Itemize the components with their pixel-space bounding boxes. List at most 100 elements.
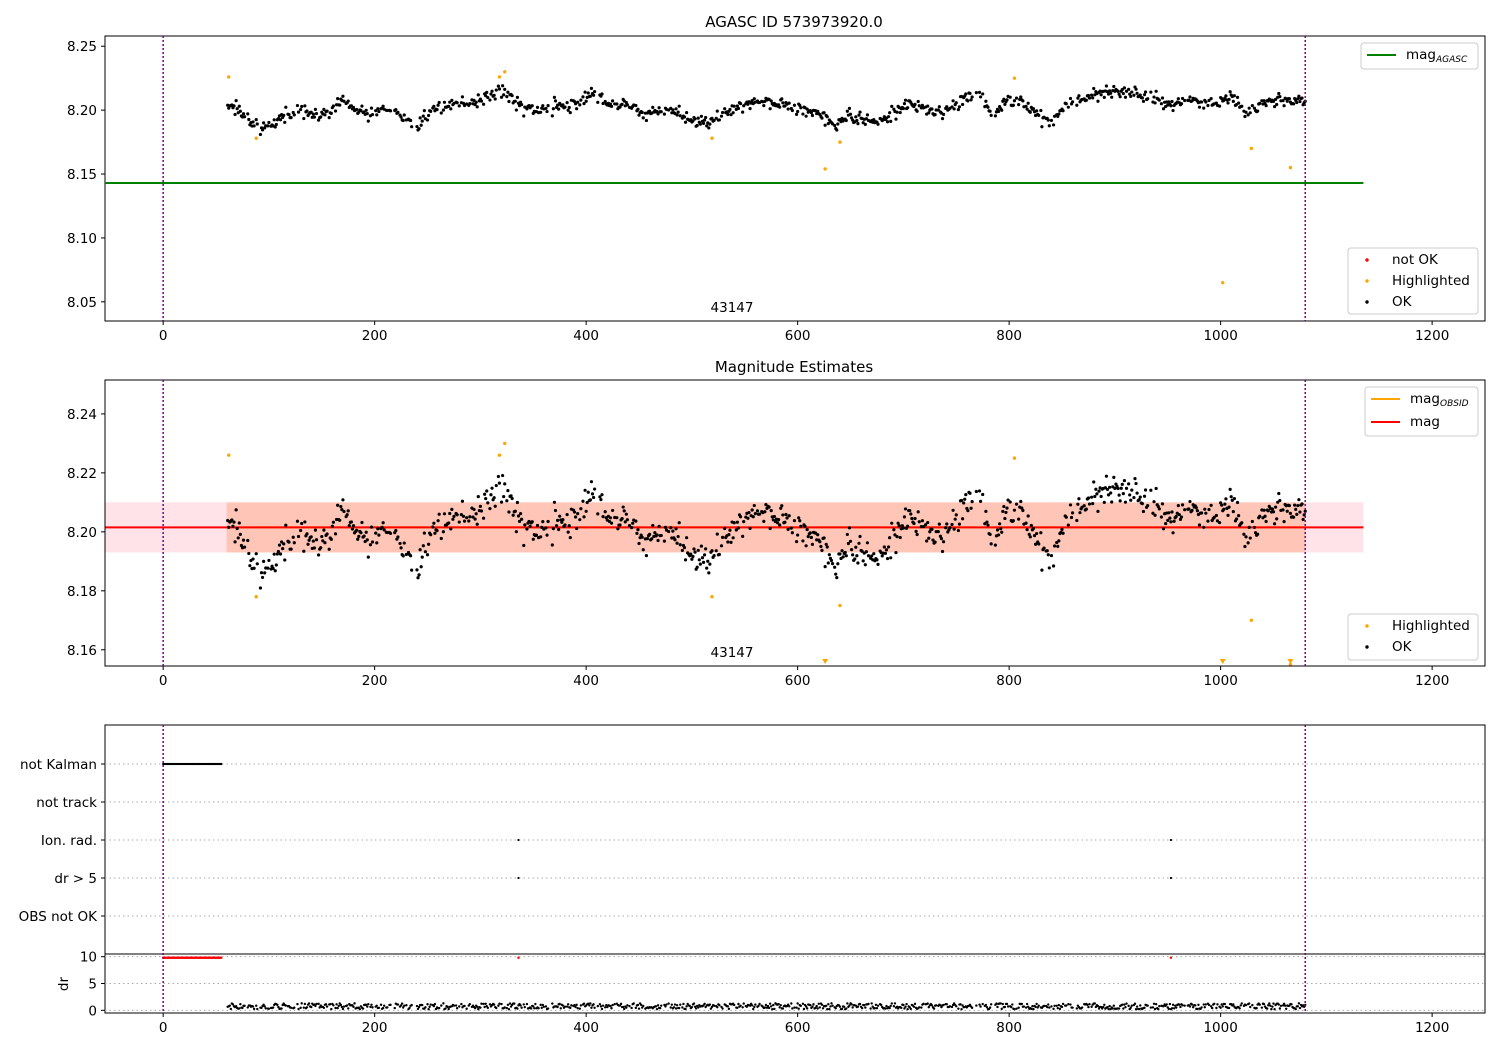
ok-point [525, 527, 529, 531]
ok-point [283, 558, 287, 562]
ok-point [578, 103, 582, 107]
ok-point [420, 555, 424, 559]
dr-point [1103, 1003, 1106, 1006]
legend1-highlighted: Highlighted [1392, 273, 1470, 289]
ok-point [234, 99, 238, 103]
ok-point [507, 99, 511, 104]
ok-point [609, 521, 614, 525]
ok-point [598, 495, 602, 499]
ok-point [678, 543, 682, 547]
dr-point [500, 1002, 503, 1006]
ok-point [1096, 509, 1100, 513]
ok-point [1215, 519, 1220, 523]
dr-point [939, 1004, 942, 1007]
ok-point [1252, 525, 1257, 530]
dr-point [1138, 1007, 1141, 1011]
ok-point [1174, 514, 1178, 518]
ok-point [539, 535, 543, 539]
ok-point [1116, 89, 1120, 93]
ok-point [272, 552, 276, 556]
ok-point [246, 112, 250, 116]
ok-point [309, 535, 313, 539]
dr-point [509, 1005, 513, 1008]
dr-point [1071, 1006, 1074, 1009]
ok-point [1039, 108, 1043, 113]
ok-point [1166, 518, 1170, 522]
dr-point [802, 1007, 806, 1011]
ok-point [1057, 539, 1061, 543]
ok-point [851, 118, 855, 122]
dr-point [339, 1003, 343, 1007]
ok-point [787, 514, 791, 518]
ok-point [302, 549, 306, 553]
ok-point [589, 480, 594, 484]
dr-point [1022, 1005, 1026, 1008]
dr-point [1216, 1003, 1219, 1006]
ok-point [1014, 96, 1019, 100]
ok-point [1277, 491, 1281, 496]
y-tick-label: 10 [80, 950, 97, 966]
ok-point [311, 112, 315, 116]
ok-point [977, 90, 982, 94]
ok-point [1152, 500, 1156, 504]
dr-point [1290, 1003, 1293, 1006]
ok-point [671, 529, 675, 533]
ok-point [429, 109, 433, 113]
x-tick-label: 1200 [1415, 328, 1449, 344]
dr-point [601, 1004, 605, 1007]
ok-point [1247, 106, 1251, 110]
ok-point [775, 521, 780, 525]
ok-point [998, 522, 1002, 526]
ok-point [242, 115, 247, 119]
ok-point [1154, 89, 1158, 93]
ok-point [474, 512, 478, 516]
dr-point [771, 1008, 774, 1011]
ok-point [341, 498, 345, 502]
ok-point [553, 508, 558, 513]
ok-point [696, 548, 700, 552]
dr-point [754, 1003, 757, 1006]
ok-point [1146, 504, 1150, 508]
ok-point [894, 117, 898, 121]
ok-point [786, 527, 790, 531]
ok-point [305, 109, 309, 113]
flag-point [1169, 876, 1173, 880]
svg-text:magAGASC: magAGASC [1406, 47, 1468, 65]
dr-point [1096, 1004, 1100, 1008]
ok-point [1006, 498, 1010, 502]
ok-point [989, 542, 993, 546]
ok-point [1122, 478, 1127, 483]
ok-point [615, 102, 619, 106]
axis2-plot-area [105, 441, 1364, 667]
ok-point [1223, 502, 1227, 506]
dr-point [437, 1006, 441, 1010]
ok-point [329, 537, 333, 541]
ok-point [601, 101, 605, 106]
ok-point [360, 104, 364, 108]
ok-point [784, 512, 788, 517]
ok-point [870, 554, 874, 558]
ok-point [847, 106, 852, 110]
dr-point [621, 1005, 625, 1009]
ok-point [810, 113, 815, 118]
ok-point [555, 518, 560, 522]
ok-point [644, 554, 649, 558]
ok-point [1137, 498, 1141, 502]
ok-point [790, 108, 794, 113]
highlighted-point [497, 453, 502, 457]
dr-point [492, 1003, 496, 1006]
ok-point [557, 527, 561, 532]
ok-point [676, 534, 680, 539]
x-tick-label: 1200 [1415, 1020, 1449, 1036]
ok-point [783, 520, 787, 524]
ok-point [292, 113, 296, 117]
ok-point [520, 103, 524, 107]
ok-point [822, 111, 826, 115]
dr-point [978, 1003, 981, 1006]
ok-point [714, 116, 718, 120]
ok-point [499, 500, 504, 504]
ok-point [544, 106, 548, 111]
ok-point [1075, 103, 1079, 107]
dr-point [252, 1007, 256, 1011]
